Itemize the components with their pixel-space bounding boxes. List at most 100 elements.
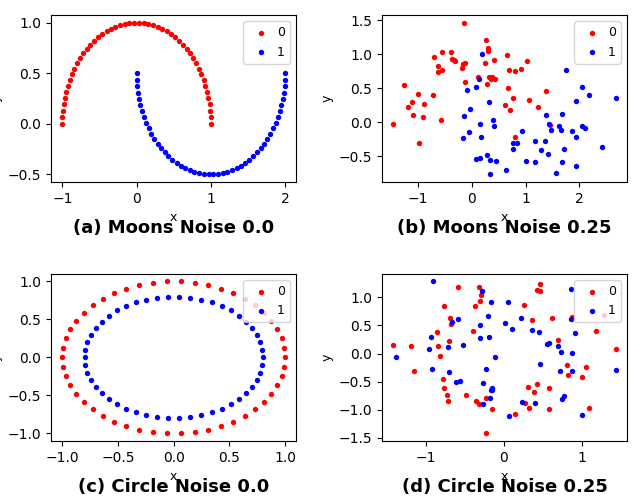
1	[534, 328, 544, 336]
1	[216, 405, 227, 413]
1	[426, 365, 436, 373]
1	[104, 312, 114, 320]
0	[460, 19, 470, 27]
1	[280, 82, 290, 90]
1	[186, 294, 196, 302]
0	[59, 101, 69, 109]
1	[137, 107, 147, 115]
0	[98, 295, 108, 303]
0	[121, 422, 131, 430]
0	[403, 103, 413, 111]
0	[501, 51, 511, 59]
1	[141, 296, 151, 304]
0	[483, 47, 493, 55]
1	[247, 383, 257, 391]
0	[532, 286, 542, 294]
0	[547, 314, 557, 322]
0	[272, 325, 282, 333]
1	[141, 411, 151, 419]
0	[188, 54, 198, 62]
0	[504, 106, 515, 114]
0	[435, 353, 445, 361]
1	[80, 346, 90, 354]
Y-axis label: y: y	[0, 95, 3, 102]
1	[225, 400, 236, 408]
1	[486, 386, 497, 394]
1	[257, 346, 268, 354]
0	[216, 422, 227, 430]
0	[198, 76, 209, 84]
1	[172, 159, 182, 167]
0	[458, 60, 468, 68]
0	[69, 65, 79, 73]
0	[79, 309, 89, 317]
0	[78, 50, 88, 58]
0	[439, 303, 449, 311]
1	[567, 127, 577, 135]
1	[596, 143, 607, 151]
Text: (b) Moons Noise 0.25: (b) Moons Noise 0.25	[397, 219, 612, 237]
1	[580, 124, 590, 132]
X-axis label: x: x	[501, 470, 508, 483]
1	[174, 293, 184, 301]
1	[507, 325, 517, 333]
0	[148, 21, 158, 29]
0	[124, 19, 134, 27]
1	[571, 133, 581, 141]
1	[112, 400, 122, 408]
0	[93, 33, 103, 41]
0	[148, 428, 158, 436]
0	[259, 309, 269, 317]
0	[438, 384, 449, 392]
1	[555, 367, 565, 375]
1	[213, 170, 223, 178]
1	[132, 76, 142, 84]
1	[529, 399, 540, 407]
0	[399, 81, 410, 89]
1	[97, 318, 107, 326]
1	[484, 333, 495, 341]
0	[115, 21, 125, 29]
1	[474, 120, 484, 128]
X-axis label: x: x	[170, 470, 177, 483]
0	[203, 426, 213, 434]
0	[460, 78, 470, 86]
1	[484, 156, 495, 164]
0	[63, 82, 73, 90]
1	[611, 94, 621, 102]
1	[186, 413, 196, 421]
0	[503, 84, 513, 92]
1	[280, 76, 290, 84]
0	[406, 342, 416, 350]
1	[83, 369, 93, 377]
0	[280, 353, 291, 361]
0	[89, 37, 99, 45]
0	[510, 410, 520, 418]
1	[180, 164, 190, 172]
0	[591, 327, 601, 335]
0	[413, 90, 423, 98]
0	[510, 133, 520, 141]
1	[443, 343, 453, 351]
0	[205, 113, 216, 121]
0	[456, 64, 467, 72]
1	[559, 392, 570, 400]
1	[557, 158, 567, 166]
0	[279, 363, 289, 371]
0	[266, 390, 276, 398]
1	[86, 331, 96, 339]
1	[452, 315, 463, 323]
0	[461, 391, 471, 399]
0	[428, 53, 438, 61]
0	[228, 289, 239, 297]
1	[459, 112, 469, 120]
Y-axis label: y: y	[0, 354, 3, 361]
0	[79, 398, 89, 406]
0	[189, 428, 200, 436]
0	[85, 41, 95, 49]
1	[557, 395, 567, 403]
0	[444, 397, 454, 405]
1	[481, 365, 491, 373]
1	[570, 162, 580, 170]
0	[134, 19, 144, 27]
